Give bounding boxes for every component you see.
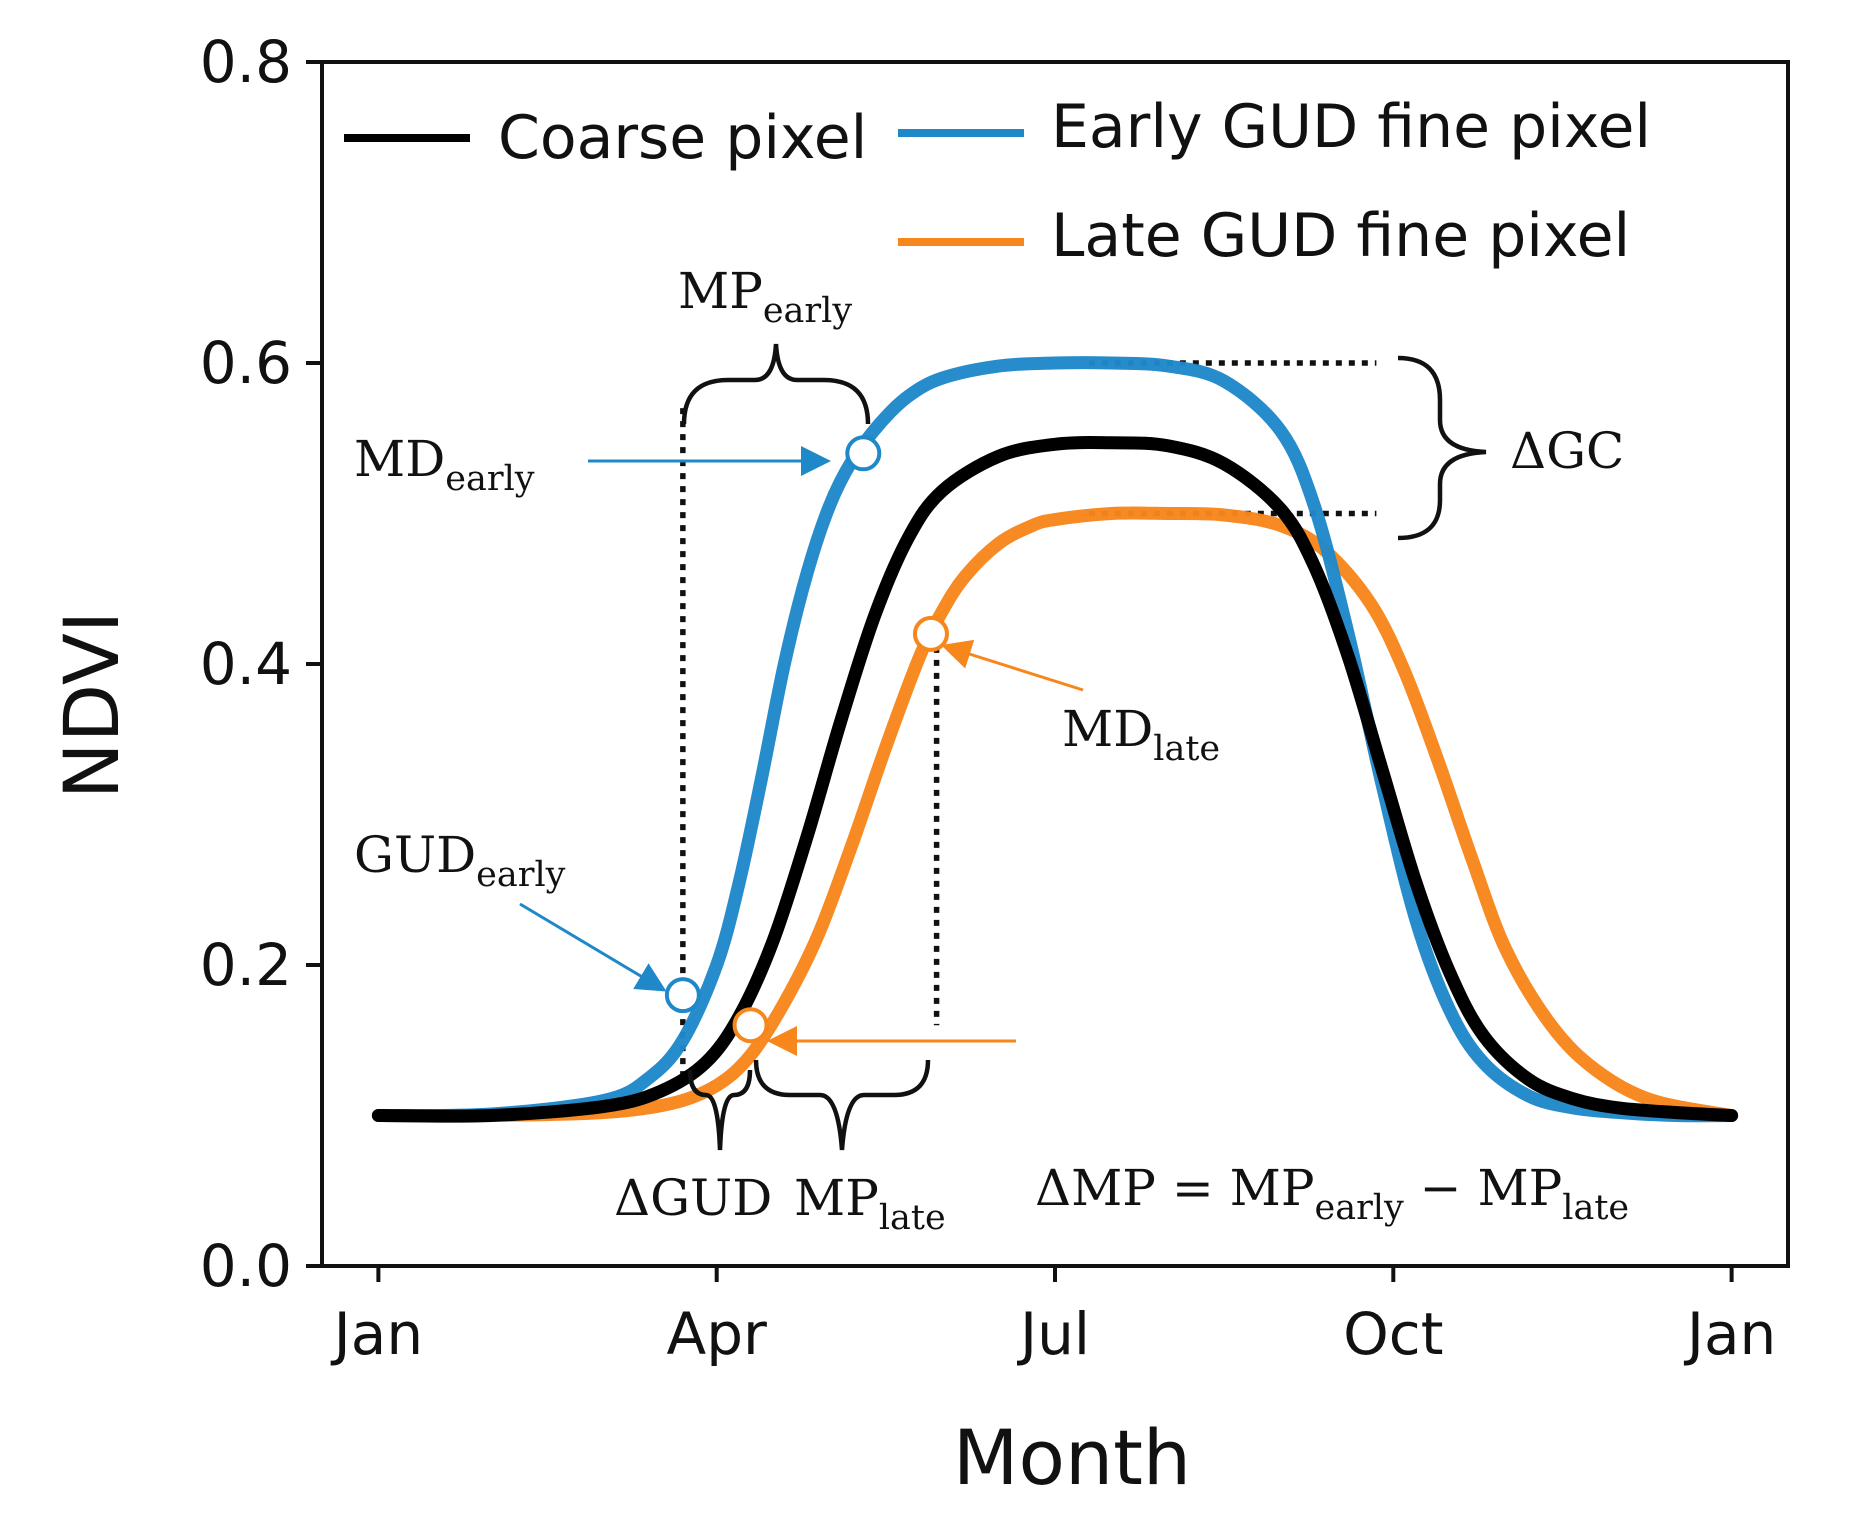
mp-late-label: MPlate <box>794 1169 946 1238</box>
gud-early-label: GUDearly <box>354 826 566 895</box>
delta-gud-brace <box>687 1069 753 1151</box>
legend-label-late: Late GUD fine pixel <box>1051 201 1630 271</box>
phenology-marker <box>912 615 949 652</box>
legend-label-early: Early GUD fine pixel <box>1051 92 1651 162</box>
y-tick-label: 0.0 <box>200 1232 292 1300</box>
y-tick-label: 0.4 <box>200 630 292 698</box>
x-tick-label: Jul <box>1017 1300 1090 1368</box>
annotations: MPearly MDearly ΔGC MDlate GUDearly ΔGUD… <box>354 262 1629 1238</box>
md-late-arrow <box>941 639 1084 692</box>
delta-gc-label: ΔGC <box>1510 422 1624 480</box>
x-axis-title: Month <box>953 1413 1191 1502</box>
y-tick-label: 0.2 <box>200 931 292 999</box>
braces <box>681 343 1487 1151</box>
gud-early-arrow <box>519 902 667 992</box>
delta-mp-equation: ΔMP = MPearly − MPlate <box>1035 1159 1629 1228</box>
md-late-label: MDlate <box>1062 700 1220 769</box>
x-tick-label: Jan <box>331 1300 423 1368</box>
mp-early-brace <box>681 343 871 425</box>
axis-ticks: Jan Apr Jul Oct Jan 0.0 0.2 0.4 0.6 0.8 <box>200 28 1777 1368</box>
early-gud-line <box>371 356 1739 1123</box>
mp-late-brace <box>753 1059 931 1151</box>
y-tick-label: 0.8 <box>200 28 292 96</box>
annotation-arrows <box>519 446 1084 1056</box>
late-gud-line <box>371 506 1739 1123</box>
x-tick-label: Oct <box>1343 1300 1443 1368</box>
mp-early-label: MPearly <box>678 262 852 331</box>
x-tick-label: Apr <box>667 1300 767 1368</box>
y-tick-label: 0.6 <box>200 329 292 397</box>
x-tick-label: Jan <box>1684 1300 1776 1368</box>
legend-label-coarse: Coarse pixel <box>498 103 867 173</box>
delta-gc-brace <box>1397 355 1487 541</box>
series-lines <box>371 356 1739 1123</box>
md-early-label: MDearly <box>354 430 535 499</box>
coarse-pixel-line <box>371 436 1739 1123</box>
phenology-marker <box>732 1007 769 1044</box>
legend: Coarse pixel Early GUD fine pixel Late G… <box>344 92 1651 271</box>
markers <box>664 435 949 1044</box>
y-axis-title: NDVI <box>47 611 136 799</box>
reference-lines <box>680 360 1377 1086</box>
delta-gud-label: ΔGUD <box>614 1169 772 1227</box>
phenology-marker <box>664 977 701 1014</box>
phenology-marker <box>845 435 882 472</box>
